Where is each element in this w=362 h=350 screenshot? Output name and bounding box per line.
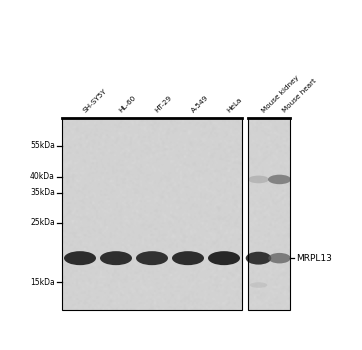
Text: MRPL13: MRPL13 <box>296 254 332 262</box>
Text: HL-60: HL-60 <box>118 95 137 114</box>
Text: HeLa: HeLa <box>226 97 243 114</box>
Ellipse shape <box>268 253 291 264</box>
Bar <box>62 118 242 310</box>
Text: HT-29: HT-29 <box>154 95 173 114</box>
Text: 25kDa: 25kDa <box>30 218 55 227</box>
Text: 55kDa: 55kDa <box>30 141 55 150</box>
Ellipse shape <box>172 251 204 265</box>
Text: 40kDa: 40kDa <box>30 172 55 181</box>
Text: 35kDa: 35kDa <box>30 188 55 197</box>
Ellipse shape <box>136 251 168 265</box>
Ellipse shape <box>250 282 267 288</box>
Bar <box>248 118 290 310</box>
Text: A-549: A-549 <box>190 94 209 114</box>
Ellipse shape <box>208 251 240 265</box>
Ellipse shape <box>64 251 96 265</box>
Ellipse shape <box>248 176 269 183</box>
Ellipse shape <box>246 252 271 265</box>
Text: SH-SY5Y: SH-SY5Y <box>82 88 108 114</box>
Bar <box>248 118 290 310</box>
Ellipse shape <box>268 175 291 184</box>
Text: 15kDa: 15kDa <box>30 278 55 287</box>
Bar <box>62 118 242 310</box>
Ellipse shape <box>100 251 132 265</box>
Text: Mouse heart: Mouse heart <box>282 78 317 114</box>
Text: Mouse kidney: Mouse kidney <box>261 75 300 114</box>
